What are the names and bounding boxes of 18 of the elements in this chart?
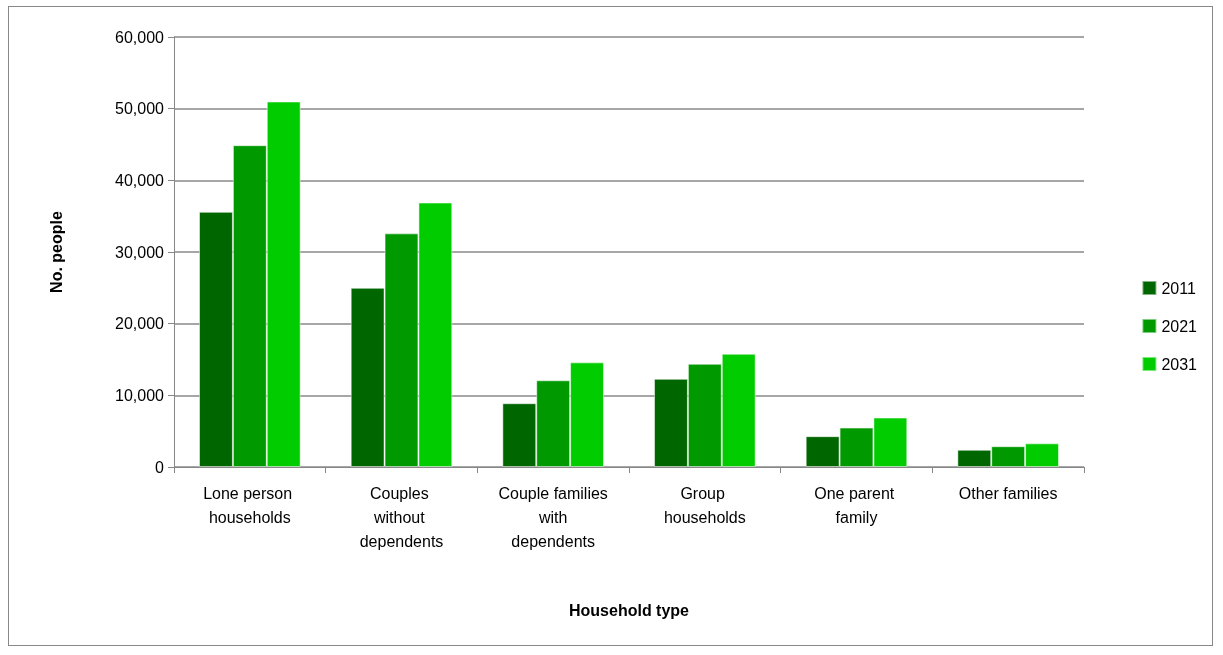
x-tick-label: Group households bbox=[663, 484, 746, 526]
x-axis-title: Household type bbox=[568, 601, 690, 619]
x-tick-label: Couples without dependents bbox=[359, 484, 444, 550]
y-tick-label: 10,000 bbox=[115, 386, 165, 404]
x-tick-label: One parent family bbox=[814, 484, 899, 526]
x-tick-label: Other families bbox=[958, 484, 1058, 502]
y-tick-label: 60,000 bbox=[115, 28, 165, 46]
y-tick-label: 30,000 bbox=[115, 243, 165, 261]
y-tick-label: 0 bbox=[155, 458, 165, 476]
legend-label: 2011 bbox=[1161, 279, 1196, 297]
legend-label: 2021 bbox=[1161, 317, 1198, 335]
y-tick-label: 20,000 bbox=[115, 315, 165, 333]
y-axis-title: No. people bbox=[47, 211, 65, 293]
y-tick-label: 50,000 bbox=[115, 100, 165, 118]
legend-label: 2031 bbox=[1161, 355, 1198, 373]
y-tick-label: 40,000 bbox=[115, 171, 165, 189]
x-tick-label: Lone person households bbox=[203, 484, 297, 526]
x-tick-label: Couple families with dependents bbox=[498, 484, 608, 550]
